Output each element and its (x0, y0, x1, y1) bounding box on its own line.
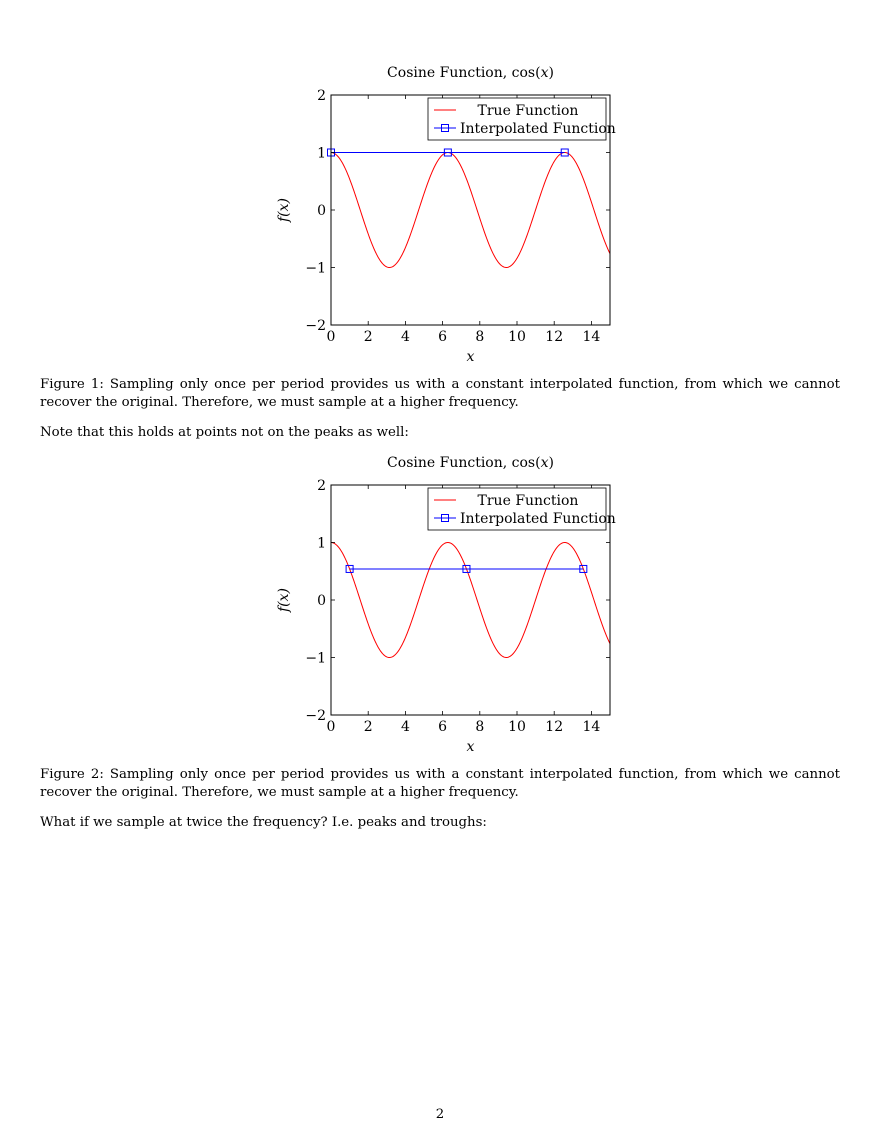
chart-title-variable: x (541, 65, 549, 81)
x-tick-label: 14 (582, 329, 600, 345)
x-axis-label: x (467, 739, 475, 755)
chart-1: Cosine Function, cos(x)0 2 4 6 8 10 12 14−2−101… (276, 65, 616, 365)
chart-title-variable: x (541, 455, 549, 471)
x-tick-label: 4 (401, 719, 410, 735)
y-tick-label: −1 (305, 651, 326, 667)
legend-true-function-label: True Function (478, 103, 579, 119)
x-tick-label: 0 (327, 719, 336, 735)
interpolated-point-marker (443, 148, 452, 157)
chart-title-prefix: Cosine Function, cos( (387, 455, 541, 471)
legend-interpolated-marker (441, 514, 449, 522)
x-tick-label: 8 (475, 329, 484, 345)
page-number: 2 (435, 1107, 445, 1122)
y-axis-label: f(x) (276, 588, 292, 613)
closing-paragraph: What if we sample at twice the frequency… (40, 815, 487, 830)
x-axis-label: x (467, 349, 475, 365)
legend: True Function Interpolated Function (427, 97, 616, 141)
chart-title: Cosine Function, cos(x) (387, 455, 554, 471)
x-tick-label: 8 (475, 719, 484, 735)
y-tick-label: 0 (317, 593, 326, 609)
figure-1-caption: Figure 1: Sampling only once per period … (40, 377, 840, 410)
x-tick-label: 4 (401, 329, 410, 345)
x-tick-label: 10 (508, 719, 526, 735)
legend-interpolated-function-label: Interpolated Function (460, 121, 616, 137)
legend-interpolated-function-label: Interpolated Function (460, 511, 616, 527)
x-tick-label: 10 (508, 329, 526, 345)
x-tick-label: 0 (327, 329, 336, 345)
interpolated-point-marker (345, 564, 354, 573)
series-true-function-line (331, 151, 610, 269)
y-tick-label: −2 (305, 318, 326, 334)
legend: True Function Interpolated Function (427, 487, 616, 531)
figure-2-caption: Figure 2: Sampling only once per period … (40, 767, 840, 800)
y-tick-label: 1 (317, 146, 326, 162)
chart-title: Cosine Function, cos(x) (387, 65, 554, 81)
note-paragraph: Note that this holds at points not on th… (40, 425, 409, 440)
figure-1: Cosine Function, cos(x) 0 2 4 6 8 10 12 14 −2 −1 0 1… (0, 55, 880, 370)
y-tick-label: 0 (317, 203, 326, 219)
legend-interpolated-marker (441, 124, 449, 132)
interpolated-point-marker (579, 564, 588, 573)
interpolated-point-marker (560, 148, 569, 157)
x-tick-label: 2 (364, 329, 373, 345)
figure-2: Cosine Function, cos(x) 0 2 4 6 8 10 12 14 −2 −1 0 1… (0, 445, 880, 760)
series-true-function-line (331, 541, 610, 659)
legend-box (427, 487, 607, 531)
chart-title-suffix: ) (548, 65, 553, 81)
chart-title-prefix: Cosine Function, cos( (387, 65, 541, 81)
x-tick-label: 2 (364, 719, 373, 735)
x-tick-label: 6 (438, 329, 447, 345)
legend-box (427, 97, 607, 141)
x-tick-label: 6 (438, 719, 447, 735)
chart-2: Cosine Function, cos(x)0 2 4 6 8 10 12 14−2−101… (276, 455, 616, 755)
y-tick-label: −1 (305, 261, 326, 277)
y-tick-label: 2 (317, 88, 326, 104)
y-tick-label: −2 (305, 708, 326, 724)
x-tick-label: 12 (545, 329, 563, 345)
x-tick-label: 14 (582, 719, 600, 735)
x-tick-label: 12 (545, 719, 563, 735)
legend-true-function-label: True Function (478, 493, 579, 509)
y-axis-label: f(x) (276, 198, 292, 223)
chart-title-suffix: ) (548, 455, 553, 471)
y-tick-label: 2 (317, 478, 326, 494)
y-tick-label: 1 (317, 536, 326, 552)
interpolated-point-marker (462, 564, 471, 573)
